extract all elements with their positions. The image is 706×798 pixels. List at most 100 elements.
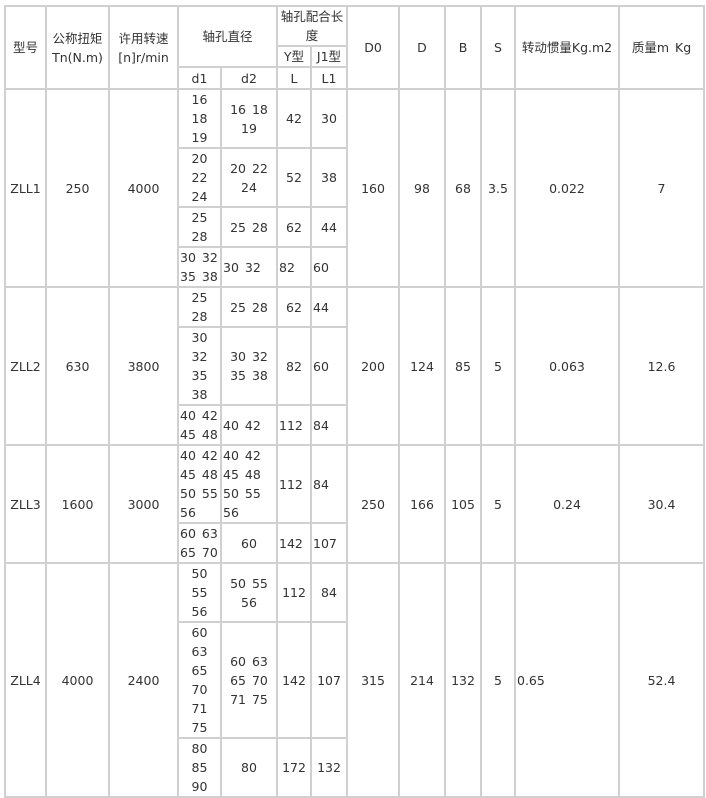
cell-l: 62	[276, 286, 312, 328]
cell-inertia: 0.65	[514, 562, 620, 798]
cell-speed: 2400	[108, 562, 179, 798]
table-row: 30 32 35 38 30 32 35 38 82 60	[5, 326, 704, 406]
cell-l: 62	[276, 206, 312, 248]
cell-d: 98	[398, 88, 446, 288]
cell-l: 52	[276, 147, 312, 208]
cell-l: 142	[276, 522, 312, 564]
cell-model: ZLL3	[4, 444, 47, 564]
cell-s: 5	[480, 286, 516, 446]
cell-mass: 12.6	[618, 286, 705, 446]
cell-d1: 20 22 24	[177, 147, 222, 208]
cell-mass: 52.4	[618, 562, 705, 798]
cell-l1: 84	[310, 562, 348, 623]
cell-torque: 630	[45, 286, 110, 446]
table-row: ZLL2 630 3800 25 28 25 28 62 44 200 124 85 5 0.063 1…	[4, 286, 705, 446]
table-row: 25 28 25 28 62 44	[5, 206, 704, 248]
header-j1-type: J1型	[310, 45, 348, 68]
cell-l1: 107	[310, 621, 348, 739]
cell-inertia: 0.022	[514, 88, 620, 288]
header-l: L	[276, 66, 312, 90]
cell-s: 5	[480, 444, 516, 564]
table-row: ZLL4 4000 2400 50 55 56 50 55 56 112 84 315 214 1…	[4, 562, 705, 798]
cell-d: 166	[398, 444, 446, 564]
cell-d2: 25 28	[220, 286, 278, 328]
cell-d: 214	[398, 562, 446, 798]
cell-l1: 38	[310, 147, 348, 208]
cell-d1: 50 55 56	[177, 562, 222, 623]
cell-l: 82	[276, 326, 312, 406]
header-b: B	[444, 5, 482, 90]
cell-torque: 250	[45, 88, 110, 288]
header-bore-diameter: 轴孔直径	[177, 5, 278, 68]
header-y-type: Y型	[276, 45, 312, 68]
cell-mass: 30.4	[618, 444, 705, 564]
cell-d2: 80	[220, 737, 278, 798]
cell-l1: 30	[310, 88, 348, 149]
cell-d0: 200	[346, 286, 400, 446]
cell-l1: 132	[310, 737, 348, 798]
cell-l: 112	[276, 404, 312, 446]
cell-s: 5	[480, 562, 516, 798]
cell-model: ZLL4	[4, 562, 47, 798]
cell-b: 105	[444, 444, 482, 564]
table-row: ZLL3 1600 3000 40 42 45 48 50 55 56 40 42 45…	[4, 444, 705, 564]
cell-model: ZLL2	[4, 286, 47, 446]
cell-d2: 20 22 24	[220, 147, 278, 208]
cell-l1: 84	[310, 404, 348, 446]
table-row: 30 32 35 38 30 32 82 60	[5, 246, 704, 288]
cell-d1: 60 63 65 70 71 75	[177, 621, 222, 739]
header-s: S	[480, 5, 516, 90]
cell-l1: 44	[310, 286, 348, 328]
header-mass: 质量m Kg	[618, 5, 705, 90]
cell-b: 85	[444, 286, 482, 446]
cell-d2: 16 18 19	[220, 88, 278, 149]
table-row: 40 42 45 48 40 42 112 84	[5, 404, 704, 446]
cell-d2: 30 32	[220, 246, 278, 288]
cell-s: 3.5	[480, 88, 516, 288]
cell-l1: 60	[310, 326, 348, 406]
cell-d1: 60 63 65 70	[177, 522, 222, 564]
cell-speed: 3800	[108, 286, 179, 446]
cell-d0: 315	[346, 562, 400, 798]
cell-l1: 44	[310, 206, 348, 248]
cell-d0: 160	[346, 88, 400, 288]
header-d0: D0	[346, 5, 400, 90]
header-fit-length: 轴孔配合长度	[276, 5, 348, 47]
header-model: 型号	[4, 5, 47, 90]
cell-d1: 30 32 35 38	[177, 326, 222, 406]
cell-d1: 25 28	[177, 206, 222, 248]
table-row: ZLL1 250 4000 16 18 19 16 18 19 42 30 160 98 68 3.…	[4, 88, 705, 288]
cell-d: 124	[398, 286, 446, 446]
cell-inertia: 0.24	[514, 444, 620, 564]
cell-d2: 60	[220, 522, 278, 564]
cell-l1: 84	[310, 444, 348, 524]
cell-d1: 80 85 90	[177, 737, 222, 798]
cell-speed: 3000	[108, 444, 179, 564]
cell-d2: 40 42 45 48 50 55 56	[220, 444, 278, 524]
cell-d2: 25 28	[220, 206, 278, 248]
header-d2: d2	[220, 66, 278, 90]
cell-l: 82	[276, 246, 312, 288]
cell-d1: 16 18 19	[177, 88, 222, 149]
cell-torque: 4000	[45, 562, 110, 798]
coupling-spec-table: 型号 公称扭矩Tn(N.m) 许用转速[n]r/min 轴孔直径 轴孔配合长度 …	[4, 5, 705, 798]
cell-inertia: 0.063	[514, 286, 620, 446]
cell-d1: 25 28	[177, 286, 222, 328]
cell-l1: 107	[310, 522, 348, 564]
cell-d1: 30 32 35 38	[177, 246, 222, 288]
cell-torque: 1600	[45, 444, 110, 564]
header-l1: L1	[310, 66, 348, 90]
cell-b: 68	[444, 88, 482, 288]
table-row: 60 63 65 70 60 142 107	[5, 522, 704, 564]
cell-model: ZLL1	[4, 88, 47, 288]
cell-d1: 40 42 45 48	[177, 404, 222, 446]
cell-speed: 4000	[108, 88, 179, 288]
table-row: 20 22 24 20 22 24 52 38	[5, 147, 704, 208]
header-torque: 公称扭矩Tn(N.m)	[45, 5, 110, 90]
cell-l: 112	[276, 444, 312, 524]
header-speed: 许用转速[n]r/min	[108, 5, 179, 90]
cell-l: 112	[276, 562, 312, 623]
cell-d2: 50 55 56	[220, 562, 278, 623]
cell-d2: 30 32 35 38	[220, 326, 278, 406]
cell-l: 172	[276, 737, 312, 798]
